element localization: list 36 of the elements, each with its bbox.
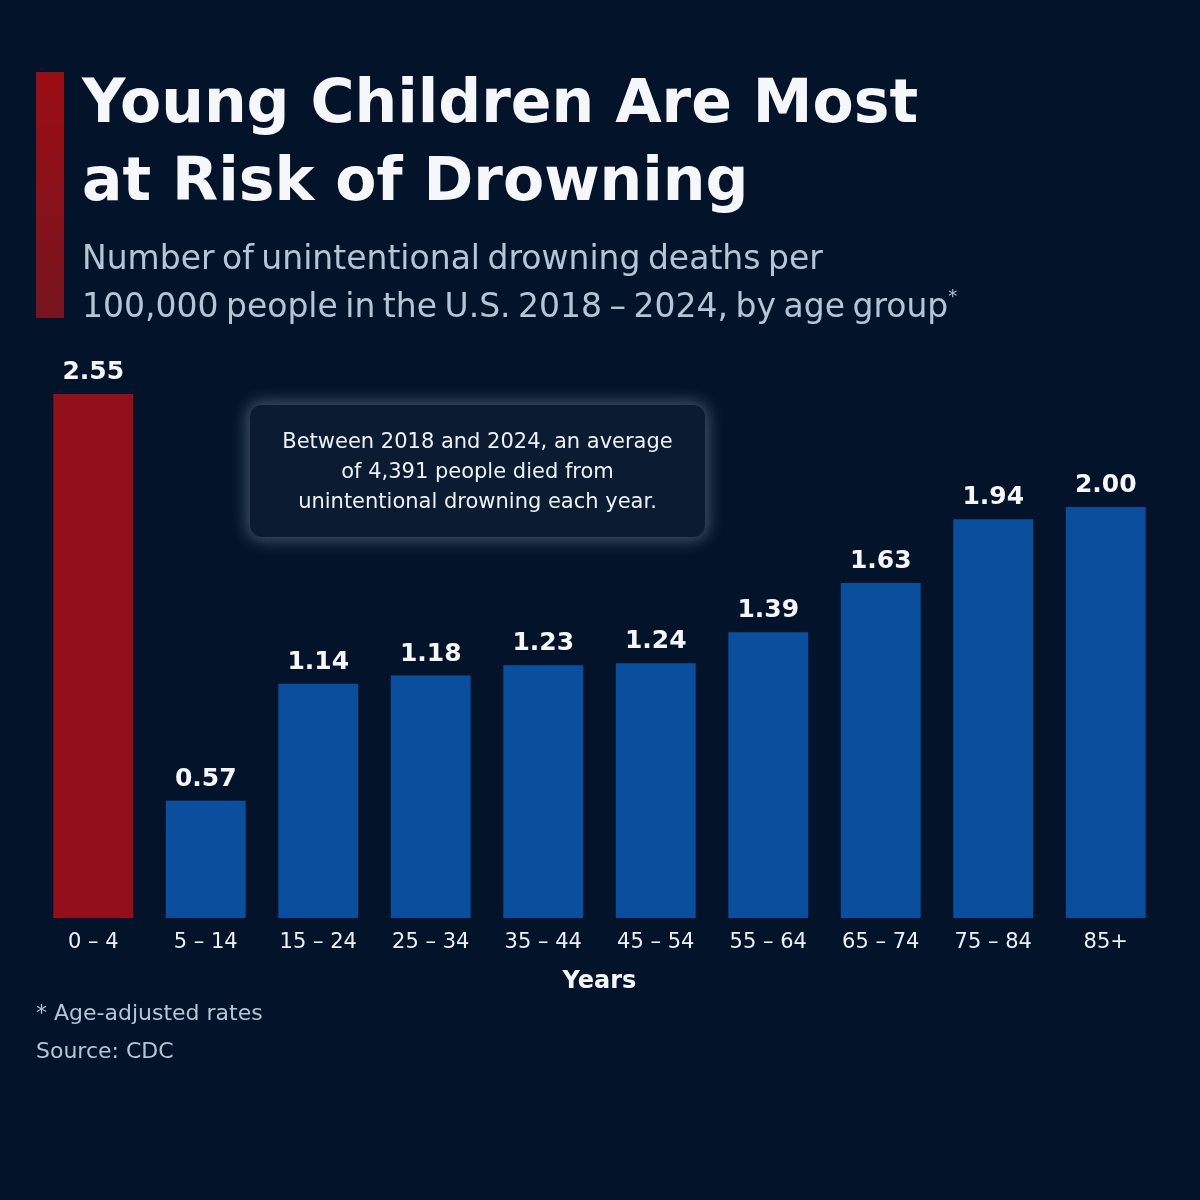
bar [165,800,246,918]
data-label: 1.14 [287,645,350,675]
bar [53,394,134,918]
x-tick-label: 75 – 84 [954,929,1032,954]
x-tick-label: 25 – 34 [392,929,470,954]
x-tick-label: 15 – 24 [279,929,357,954]
data-label: 1.63 [849,545,912,575]
x-tick-label: 45 – 54 [617,929,695,954]
chart-subtitle: Number of unintentional drowning deaths per 100,000 people in the U.S. 2018 – 2024, by age group$^{*}$ [82,237,959,327]
source-note: Source: CDC [36,1037,174,1065]
bar [615,663,696,918]
x-tick-label: 85+ [1083,929,1128,954]
data-label: 2.55 [62,356,125,385]
chart-title: Young Children Are Most at Risk of Drowning [82,65,920,216]
data-label: 1.18 [399,637,462,667]
bar [840,583,921,918]
bar [728,632,809,918]
bar [390,675,471,918]
x-tick-label: 55 – 64 [729,929,807,954]
bar [503,665,584,918]
annotation: Between 2018 and 2024, an average of 4,391 people died from unintentional drowning each year. [281,428,674,515]
bar [1065,507,1146,918]
x-tick-label: 65 – 74 [842,929,920,954]
data-label: 1.39 [737,594,800,624]
x-tick-label: 5 – 14 [173,929,238,954]
text: * Age-adjusted rates [36,999,263,1027]
data-label: 1.23 [512,627,575,657]
data-label: 1.94 [962,481,1025,511]
bar [278,683,359,918]
data-label: 2.00 [1074,469,1137,499]
x-tick-label: 0 – 4 [67,929,119,954]
data-label: 0.57 [174,762,237,792]
bar [953,519,1034,918]
x-axis-title: Years [561,965,637,994]
data-label: 1.24 [624,625,687,655]
x-tick-label: 35 – 44 [504,929,582,954]
